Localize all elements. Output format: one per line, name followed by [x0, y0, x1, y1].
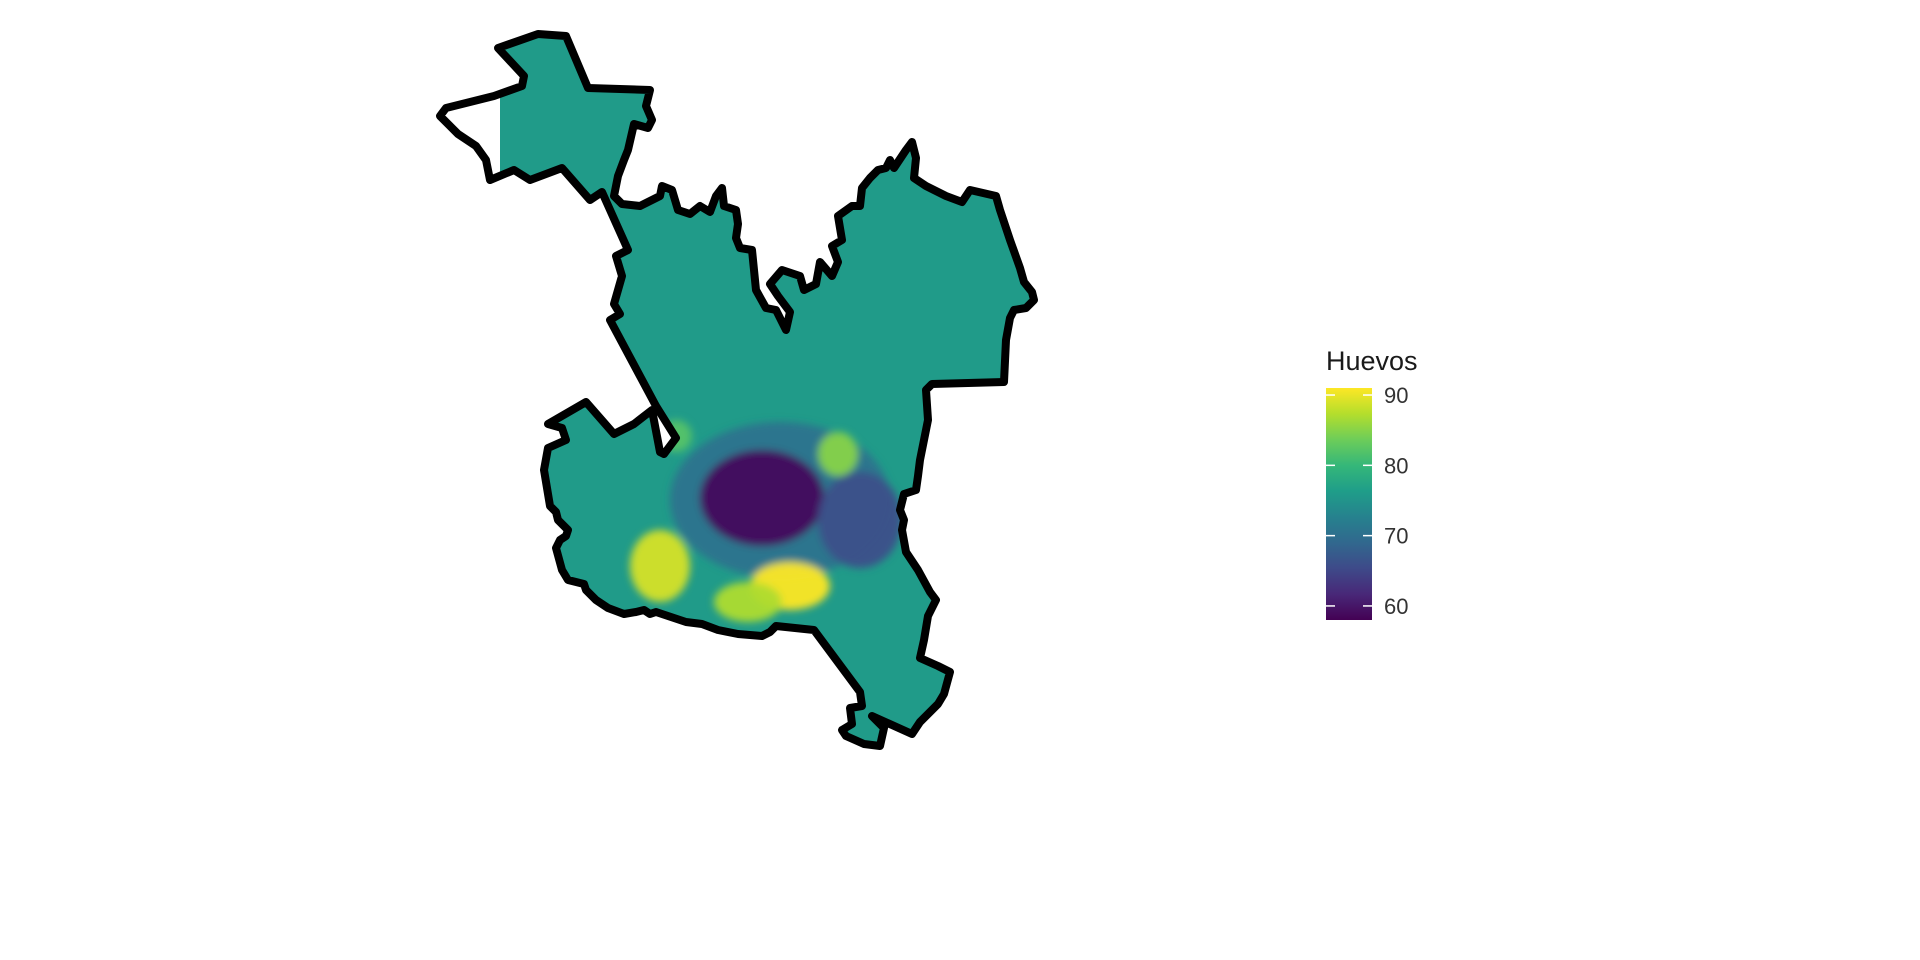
surface-high-southwest	[630, 530, 690, 602]
legend-tick-label: 70	[1384, 524, 1408, 549]
legend-tick-label: 60	[1384, 594, 1408, 619]
surface-low-center-east	[818, 472, 902, 568]
legend-tick-label: 90	[1384, 383, 1408, 408]
legend-ticks: 60 70 80 90	[1326, 383, 1408, 619]
region-boundary	[436, 30, 1038, 750]
surface-high-south	[714, 582, 782, 622]
map-panel	[436, 30, 1038, 750]
legend: Huevos 60 70 80 90	[1326, 346, 1418, 620]
surface-low-center	[700, 450, 824, 546]
legend-tick-label: 80	[1384, 453, 1408, 478]
surface-high-east-center	[818, 432, 858, 476]
legend-title: Huevos	[1326, 346, 1418, 376]
legend-colorbar	[1326, 388, 1372, 620]
interpolated-surface-features	[630, 420, 902, 622]
